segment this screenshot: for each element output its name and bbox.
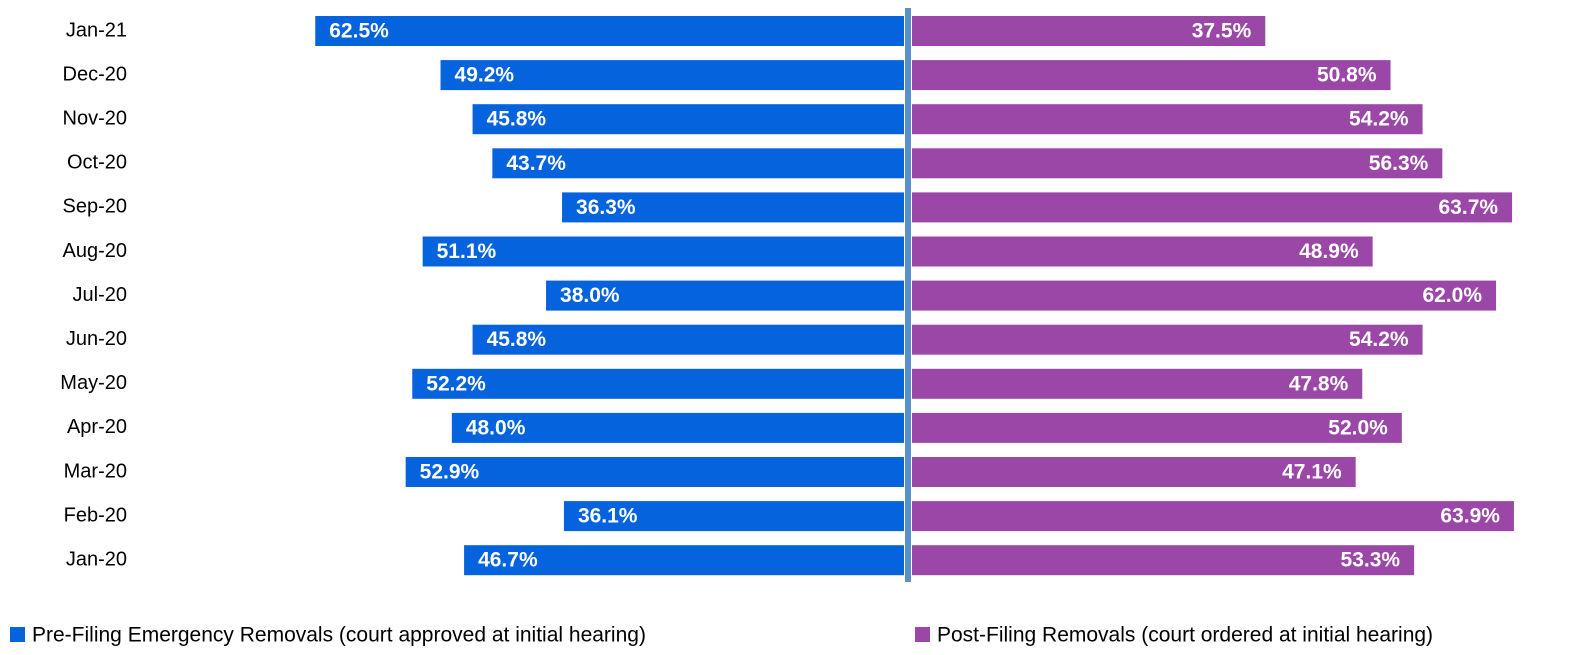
value-label: 47.1% (1282, 461, 1342, 484)
bar (912, 501, 1514, 532)
value-label: 50.8% (1317, 64, 1377, 87)
value-label: 54.2% (1349, 108, 1409, 131)
value-label: 56.3% (1369, 152, 1429, 175)
bar (440, 60, 904, 91)
value-label: 63.9% (1440, 505, 1500, 528)
legend-swatch (915, 627, 930, 642)
category-label: Jan-21 (66, 19, 127, 41)
value-label: 52.9% (420, 461, 480, 484)
category-label: Oct-20 (67, 152, 127, 174)
value-label: 38.0% (560, 284, 620, 307)
value-label: 51.1% (437, 240, 497, 263)
value-label: 48.9% (1299, 240, 1359, 263)
bar (912, 148, 1443, 179)
legend-label: Pre-Filing Emergency Removals (court app… (32, 624, 646, 647)
category-label: May-20 (60, 372, 127, 394)
bar (405, 457, 904, 487)
category-label: Sep-20 (63, 196, 128, 218)
value-label: 49.2% (455, 64, 515, 87)
category-label: Nov-20 (63, 107, 127, 129)
bar (912, 457, 1356, 487)
category-label: Jun-20 (66, 328, 127, 350)
bar (912, 324, 1423, 355)
category-label: Mar-20 (64, 460, 127, 482)
value-label: 63.7% (1439, 196, 1499, 219)
bar (912, 545, 1415, 576)
value-label: 43.7% (506, 152, 566, 175)
bar (912, 60, 1391, 91)
category-label: Dec-20 (63, 63, 127, 85)
bar (912, 368, 1363, 399)
bar (912, 104, 1423, 135)
bar (422, 236, 904, 267)
bar (472, 104, 904, 135)
bar (492, 148, 904, 179)
bar (451, 412, 904, 443)
category-label: Jan-20 (66, 548, 127, 570)
category-label: Jul-20 (73, 284, 127, 306)
bar (464, 545, 904, 576)
bar (546, 280, 904, 311)
bar (562, 192, 904, 223)
legend-swatch (10, 627, 25, 642)
value-label: 36.3% (576, 196, 636, 219)
value-label: 46.7% (478, 549, 538, 572)
value-label: 62.5% (329, 20, 389, 43)
bar (912, 16, 1266, 46)
bar (412, 368, 904, 399)
category-label: Feb-20 (64, 504, 127, 526)
value-label: 45.8% (487, 108, 547, 131)
value-label: 52.0% (1328, 416, 1388, 439)
category-label: Apr-20 (67, 416, 127, 438)
bar (912, 412, 1402, 443)
value-label: 53.3% (1341, 549, 1401, 572)
value-label: 36.1% (578, 505, 638, 528)
bar (563, 501, 904, 532)
bar (912, 192, 1513, 223)
value-label: 48.0% (466, 416, 526, 439)
value-label: 52.2% (426, 372, 486, 395)
bar (912, 236, 1373, 267)
bar (472, 324, 904, 355)
value-label: 47.8% (1289, 372, 1349, 395)
bar (912, 280, 1497, 311)
value-label: 37.5% (1192, 20, 1252, 43)
bar (315, 16, 904, 46)
legend-label: Post-Filing Removals (court ordered at i… (937, 624, 1433, 647)
category-label: Aug-20 (63, 240, 128, 262)
value-label: 54.2% (1349, 328, 1409, 351)
value-label: 45.8% (487, 328, 547, 351)
value-label: 62.0% (1422, 284, 1482, 307)
